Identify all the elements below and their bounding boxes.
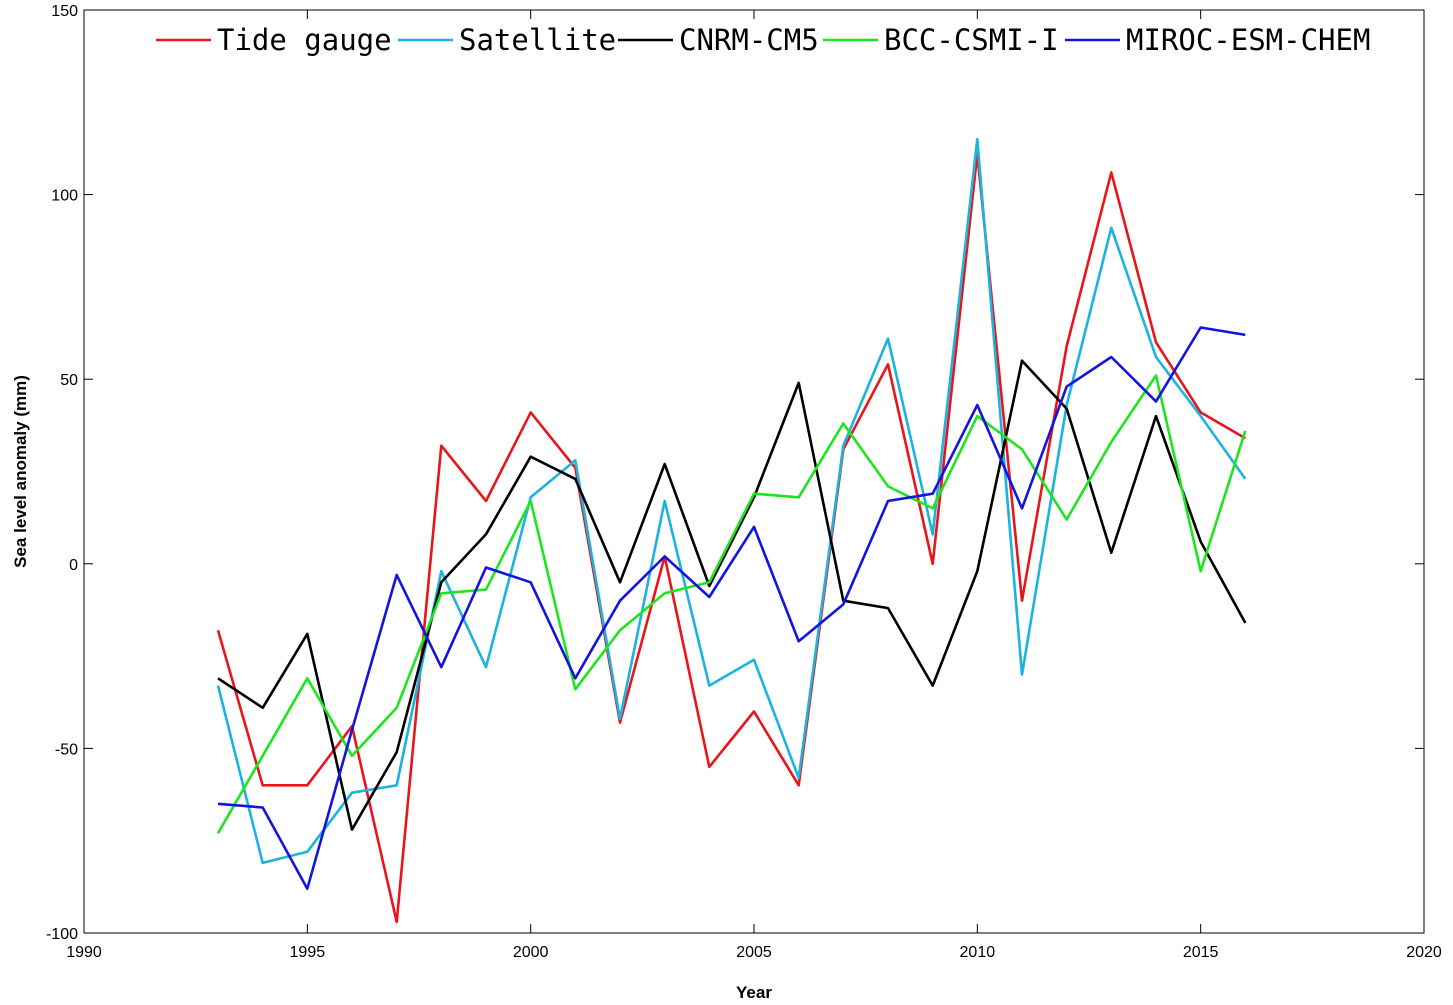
series-line-tide-gauge <box>216 152 1246 924</box>
x-tick-label: 2000 <box>513 944 549 961</box>
x-axis-title: Year <box>736 983 772 1002</box>
series-layer <box>216 137 1247 924</box>
series-line-cnrm-cm5 <box>217 359 1247 831</box>
series-line-miroc-esm-chem <box>217 326 1246 891</box>
y-tick-label: 150 <box>51 3 78 20</box>
y-tick-label: 100 <box>51 188 78 205</box>
x-tick-label: 2005 <box>736 944 772 961</box>
series-line-satellite <box>216 137 1247 865</box>
legend-label-satellite: Satellite <box>459 23 616 57</box>
legend-label-tide-gauge: Tide gauge <box>217 23 392 57</box>
legend: Tide gauge Satellite CNRM-CM5 BCC-CSMI-I MIR… <box>156 23 1370 57</box>
y-tick-label: 0 <box>69 557 78 574</box>
x-tick-label: 2020 <box>1406 944 1442 961</box>
legend-label-miroc-esm-chem: MIROC-ESM-CHEM <box>1126 23 1370 57</box>
x-tick-label: 2010 <box>960 944 996 961</box>
y-tick-label: -50 <box>55 741 78 758</box>
y-tick-label: 50 <box>60 372 78 389</box>
axis-ticks: 1990 1995 2000 2005 2010 2015 2020 -100 -50 0 50 10… <box>46 3 1442 961</box>
series-line-bcc-csmi-i <box>216 374 1247 834</box>
plot-frame <box>83 9 1425 934</box>
x-tick-label: 1995 <box>290 944 326 961</box>
x-tick-label: 1990 <box>66 944 102 961</box>
y-tick-label: -100 <box>46 926 78 943</box>
x-tick-label: 2015 <box>1183 944 1219 961</box>
legend-label-cnrm-cm5: CNRM-CM5 <box>679 23 819 57</box>
y-axis-title: Sea level anomaly (mm) <box>11 375 30 568</box>
legend-label-bcc-csmi-i: BCC-CSMI-I <box>884 23 1059 57</box>
